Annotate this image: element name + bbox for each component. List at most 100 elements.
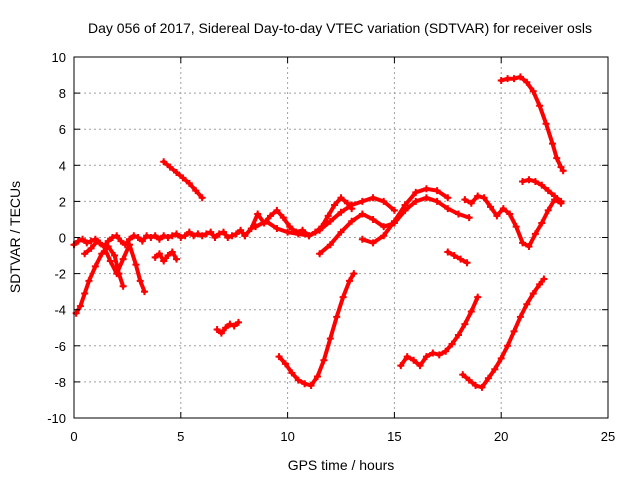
data-point <box>301 380 309 388</box>
data-point <box>220 228 228 236</box>
data-point <box>113 270 121 278</box>
data-point <box>348 201 356 209</box>
data-point <box>134 234 142 241</box>
data-point <box>100 243 108 251</box>
data-point <box>76 302 84 310</box>
data-point <box>358 235 366 243</box>
data-point <box>307 382 315 390</box>
data-point <box>87 244 95 252</box>
data-point <box>132 261 140 269</box>
data-point <box>538 181 546 189</box>
data-point <box>557 197 565 205</box>
data-point <box>454 331 462 339</box>
data-point <box>234 318 242 326</box>
data-point <box>542 120 550 128</box>
data-point <box>160 257 168 265</box>
y-tick-label: 2 <box>59 194 66 209</box>
data-point <box>294 230 302 238</box>
data-point <box>230 322 238 330</box>
data-point <box>516 73 524 81</box>
data-point <box>380 223 388 231</box>
data-point <box>273 224 281 232</box>
data-point <box>168 232 176 240</box>
data-point <box>348 217 356 225</box>
data-point <box>463 259 471 267</box>
data-point <box>448 340 456 348</box>
data-point <box>252 223 260 231</box>
data-point <box>435 351 443 359</box>
y-axis-title: SDTVAR / TECUs <box>7 181 23 293</box>
data-point <box>241 232 249 240</box>
data-point <box>504 342 512 350</box>
data-point <box>380 232 388 240</box>
data-point <box>412 197 420 205</box>
series-2 <box>72 243 127 317</box>
data-point <box>416 362 424 370</box>
series-16 <box>497 73 567 175</box>
data-point <box>198 232 206 240</box>
data-point <box>284 228 292 236</box>
data-point <box>254 210 262 218</box>
data-point <box>273 206 281 214</box>
data-point <box>538 219 546 227</box>
series-trace <box>74 244 126 316</box>
data-point <box>474 293 482 301</box>
data-point <box>211 234 219 241</box>
series-14 <box>459 275 548 391</box>
series-6 <box>213 318 242 337</box>
data-point <box>213 326 221 334</box>
data-point <box>294 376 302 384</box>
data-point <box>108 234 116 241</box>
data-point <box>461 196 469 204</box>
data-point <box>185 179 193 187</box>
data-point <box>337 194 345 202</box>
series-trace <box>277 271 356 388</box>
data-point <box>401 201 409 209</box>
data-point <box>130 232 138 240</box>
data-point <box>444 194 452 202</box>
data-point <box>168 248 176 256</box>
y-tick-label: -2 <box>54 267 66 282</box>
x-tick-label: 5 <box>177 429 184 444</box>
data-point <box>410 356 418 364</box>
y-tick-label: -6 <box>54 339 66 354</box>
data-point <box>504 75 512 83</box>
x-axis-title: GPS time / hours <box>288 457 395 473</box>
data-point <box>117 237 125 245</box>
data-point <box>525 243 533 251</box>
data-point <box>551 192 559 200</box>
data-point <box>181 232 189 240</box>
data-point <box>85 277 93 285</box>
data-point <box>497 354 505 362</box>
data-point <box>491 365 499 373</box>
data-point <box>525 176 533 184</box>
y-tick-label: -10 <box>47 411 66 426</box>
x-tick-label: 0 <box>70 429 77 444</box>
series-13 <box>444 248 471 267</box>
data-point <box>358 197 366 205</box>
data-points <box>70 73 567 391</box>
data-point <box>536 102 544 110</box>
data-point <box>155 235 163 243</box>
data-point <box>237 226 245 234</box>
data-point <box>523 300 531 308</box>
data-point <box>151 253 159 261</box>
data-point <box>119 282 127 290</box>
data-point <box>331 201 339 209</box>
series-trace <box>462 194 563 249</box>
data-point <box>529 87 537 95</box>
data-point <box>93 237 101 245</box>
data-point <box>81 289 89 297</box>
data-point <box>484 374 492 382</box>
data-point <box>198 194 206 202</box>
data-point <box>553 154 561 162</box>
data-point <box>232 230 240 238</box>
data-point <box>164 234 172 241</box>
data-point <box>164 252 172 260</box>
data-point <box>207 228 215 236</box>
data-point <box>194 230 202 238</box>
y-tick-label: 0 <box>59 231 66 246</box>
data-point <box>173 169 181 177</box>
data-point <box>81 250 89 258</box>
